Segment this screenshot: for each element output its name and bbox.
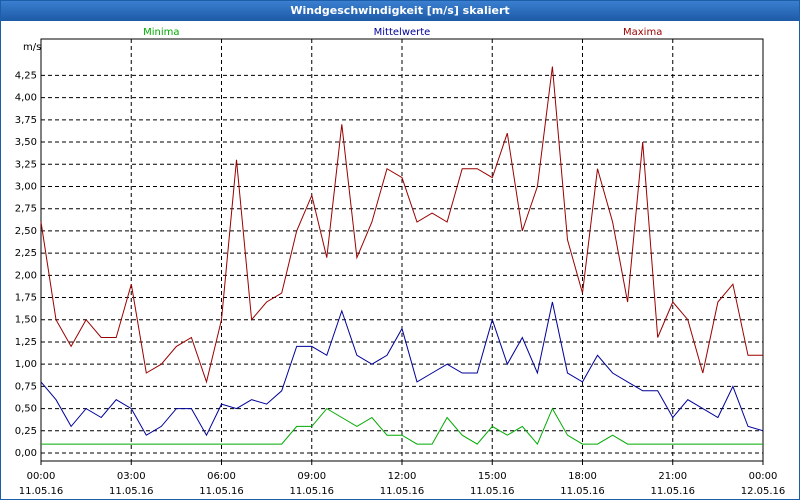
line-series	[41, 407, 763, 446]
line-series	[40, 66, 763, 384]
x-tick-label: 00:00	[749, 471, 778, 482]
x-tick-label: 09:00	[297, 471, 326, 482]
y-tick-label: 0,75	[15, 381, 37, 392]
y-tick-label: 2,00	[15, 270, 37, 281]
x-tick-label: 00:00	[27, 471, 56, 482]
x-tick-date: 11.05.16	[19, 486, 64, 497]
x-tick-date: 11.05.16	[380, 486, 425, 497]
y-tick-label: 3,00	[15, 181, 37, 192]
legend-entry: Maxima	[623, 27, 662, 38]
y-tick-label: 1,25	[15, 337, 37, 348]
plot-frame	[40, 38, 764, 462]
y-tick-label: 3,25	[15, 159, 37, 170]
x-tick-label: 15:00	[478, 471, 507, 482]
y-tick-label: 1,50	[15, 315, 37, 326]
y-tick-label: 2,50	[15, 226, 37, 237]
x-tick-date: 11.05.16	[109, 486, 154, 497]
y-tick-label: 2,75	[15, 204, 37, 215]
x-tick-date: 11.05.16	[650, 486, 695, 497]
y-tick-label: 0,00	[15, 448, 37, 459]
x-tick-date: 11.05.16	[289, 486, 334, 497]
x-tick-label: 18:00	[568, 471, 597, 482]
x-tick-date: 11.05.16	[199, 486, 244, 497]
x-tick-label: 03:00	[117, 471, 146, 482]
y-tick-label: 1,75	[15, 293, 37, 304]
line-series	[40, 301, 764, 437]
title-bar: Windgeschwindigkeit [m/s] skaliert	[1, 1, 799, 21]
x-tick-label: 12:00	[388, 471, 417, 482]
y-unit: m/s	[23, 42, 41, 53]
y-tick-label: 3,50	[15, 137, 37, 148]
y-tick-label: 4,25	[15, 70, 37, 81]
y-tick-label: 4,00	[15, 93, 37, 104]
legend-entry: Minima	[143, 27, 179, 38]
y-tick-label: 0,50	[15, 404, 37, 415]
x-tick-date: 11.05.16	[470, 486, 515, 497]
x-tick-label: 21:00	[658, 471, 687, 482]
x-tick-date: 11.05.16	[560, 486, 605, 497]
x-tick-label: 06:00	[207, 471, 236, 482]
legend-entry: Mittelwerte	[374, 27, 431, 38]
y-tick-label: 2,25	[15, 248, 37, 259]
x-tick-date: 12.05.16	[741, 486, 786, 497]
y-tick-label: 3,75	[15, 115, 37, 126]
y-tick-label: 1,00	[15, 359, 37, 370]
y-tick-label: 0,25	[15, 426, 37, 437]
